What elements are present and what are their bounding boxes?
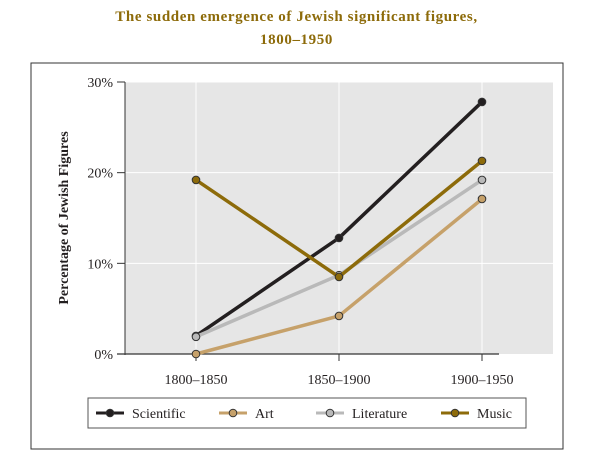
legend-swatch-marker (450, 408, 460, 418)
axes: 0% 10% 20% 30% 1800–1850 1850–1900 1900–1950 (87, 76, 513, 388)
y-tick-label: 30% (87, 76, 113, 91)
data-point (477, 156, 487, 166)
series-music (191, 156, 487, 282)
legend-label: Literature (352, 407, 407, 422)
series-lines (191, 97, 487, 359)
x-tick-label: 1800–1850 (165, 373, 228, 388)
data-point (191, 349, 201, 359)
legend-label: Art (255, 407, 274, 422)
y-axis-label: Percentage of Jewish Figures (57, 131, 72, 305)
y-tick-label: 20% (87, 167, 113, 182)
data-point (334, 272, 344, 282)
legend-label: Music (477, 407, 512, 422)
data-point (334, 233, 344, 243)
gridlines (125, 81, 553, 354)
legend-item-literature: Literature (316, 407, 407, 422)
data-point (334, 311, 344, 321)
chart-subtitle: 1800–1950 (260, 32, 333, 48)
legend-item-scientific: Scientific (96, 407, 186, 422)
legend-swatch-marker (105, 408, 115, 418)
series-art (191, 194, 487, 359)
legend-swatch-marker (228, 408, 238, 418)
y-tick-label: 0% (94, 348, 113, 363)
x-tick-label: 1850–1900 (308, 373, 371, 388)
x-tick-label: 1900–1950 (451, 373, 514, 388)
legend-item-music: Music (441, 407, 512, 422)
chart-title: The sudden emergence of Jewish significa… (115, 9, 478, 25)
legend-swatch-marker (325, 408, 335, 418)
data-point (477, 175, 487, 185)
data-point (477, 194, 487, 204)
data-point (191, 332, 201, 342)
legend-label: Scientific (132, 407, 186, 422)
legend-item-art: Art (219, 407, 274, 422)
legend: Scientific Art Literature Music (96, 407, 512, 422)
data-point (477, 97, 487, 107)
data-point (191, 175, 201, 185)
y-tick-label: 10% (87, 257, 113, 272)
